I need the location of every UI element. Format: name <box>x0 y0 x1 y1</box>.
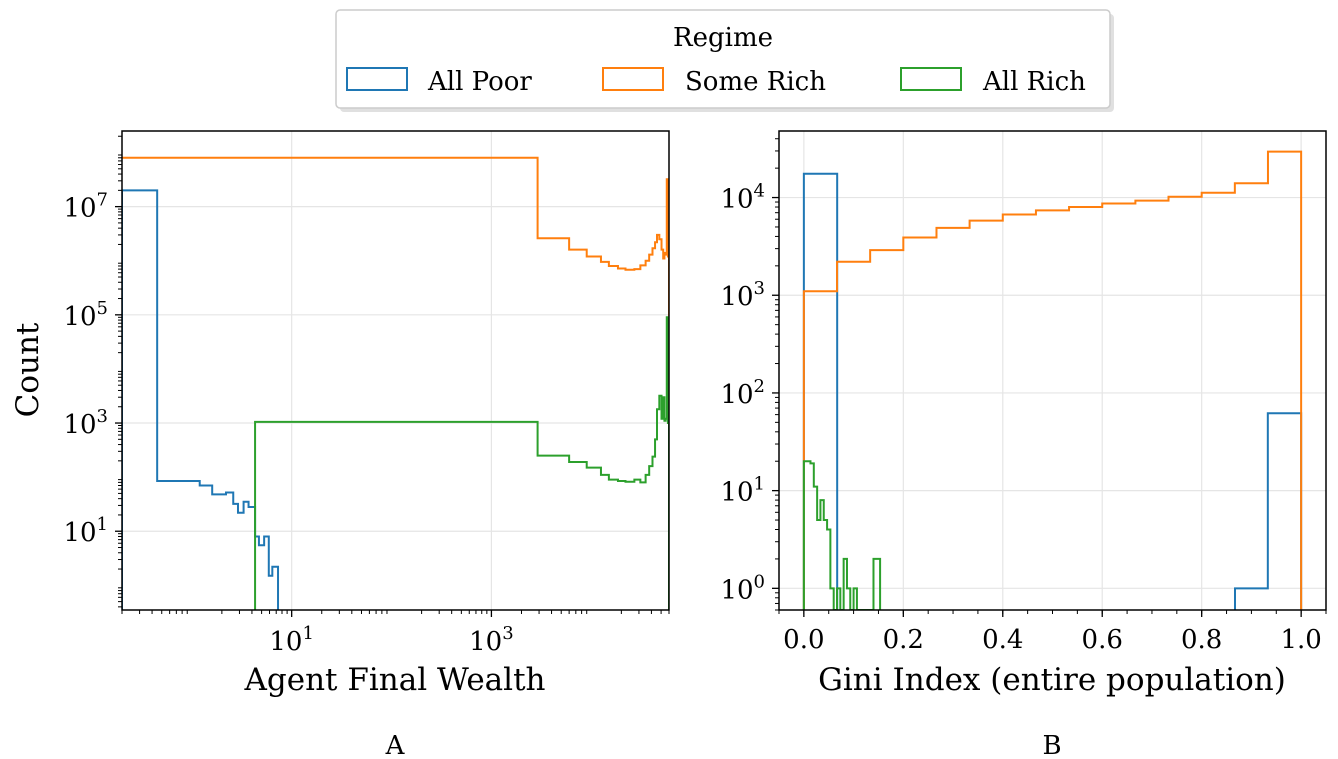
panel-a-series-some-rich-step <box>122 156 669 344</box>
panel-a-y-tick-label: 107 <box>63 190 108 224</box>
panel-a-frame <box>121 130 670 611</box>
panel-a-ylabel: Count <box>10 322 46 417</box>
panel-b-series-all-poor-step <box>802 172 839 610</box>
legend-swatch-all-poor <box>346 67 408 91</box>
panel-b-y-tick-label: 102 <box>720 376 765 410</box>
panel-b-x-tick-label: 0.2 <box>883 625 924 655</box>
panel-a-x-tick-label: 103 <box>469 623 514 657</box>
panel-b-x-tick-label: 0.6 <box>1082 625 1123 655</box>
panel-b-series-all-poor-step <box>1234 412 1303 610</box>
panel-b-y-tick-label: 101 <box>720 474 765 508</box>
panel-b-y-tick-label: 100 <box>720 571 765 605</box>
panel-a-xlabel: Agent Final Wealth <box>244 662 546 698</box>
panel-a-chart: 101 103 101 103 105 107 Agent Final Wealth Co… <box>10 130 670 759</box>
panel-b-x-tick-label: 0.8 <box>1181 625 1222 655</box>
panel-b-series-some-rich-step <box>802 150 1303 610</box>
panel-a-series-all-rich-step <box>254 316 669 610</box>
legend-label-some-rich: Some Rich <box>685 67 826 97</box>
panel-b-y-tick-label: 104 <box>720 181 765 215</box>
panel-a-y-tick-label: 103 <box>63 406 108 440</box>
panel-b-x-tick-label: 0.4 <box>982 625 1023 655</box>
panel-b-y-tick-label: 103 <box>720 278 765 312</box>
panel-b-chart: 0.0 0.2 0.4 0.6 0.8 1.0 100 101 102 103 104 Gini I… <box>720 130 1327 759</box>
legend-swatch-some-rich <box>602 67 664 91</box>
legend-title: Regime <box>673 23 773 53</box>
panel-a-series <box>122 156 669 610</box>
panel-b-series-all-rich-step <box>802 460 882 610</box>
panel-a-series-all-poor-step <box>122 189 280 610</box>
panel-a-ticks: 101 103 101 103 105 107 <box>63 135 670 657</box>
panel-b-x-tick-label: 0.0 <box>783 625 824 655</box>
panel-b-xlabel: Gini Index (entire population) <box>818 662 1286 698</box>
panel-a-y-tick-label: 101 <box>63 514 108 548</box>
legend-label-all-poor: All Poor <box>427 67 532 97</box>
panel-b-grid <box>779 131 1326 610</box>
panel-a-x-tick-label: 101 <box>269 623 314 657</box>
panel-a-y-tick-label: 105 <box>63 298 108 332</box>
panel-b-series <box>802 150 1303 610</box>
panel-b-frame <box>778 130 1327 611</box>
panel-a-grid <box>122 131 669 610</box>
legend-frame <box>335 9 1111 109</box>
panel-b-ticks: 0.0 0.2 0.4 0.6 0.8 1.0 100 101 102 103 104 <box>720 138 1327 655</box>
panel-b-x-tick-label: 1.0 <box>1280 625 1321 655</box>
panel-a-caption: A <box>385 731 406 759</box>
legend-swatch-all-rich <box>900 67 962 91</box>
legend: Regime All Poor Some Rich All Rich <box>335 9 1114 112</box>
legend-label-all-rich: All Rich <box>982 67 1086 97</box>
panel-b-caption: B <box>1042 731 1061 759</box>
